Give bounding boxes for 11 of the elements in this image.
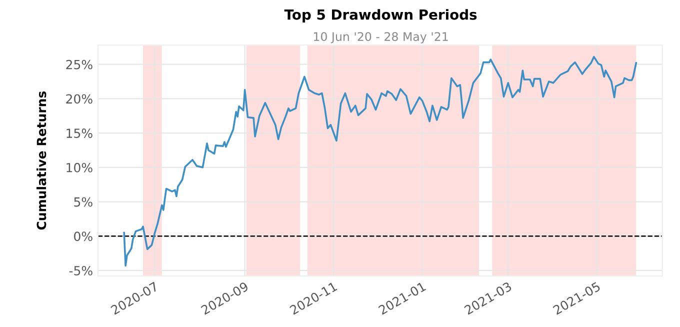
y-tick-label: 20% — [66, 94, 92, 104]
y-tick-label: 15% — [66, 128, 92, 138]
y-axis-title: Cumulative Returns — [36, 91, 46, 230]
chart-subtitle: 10 Jun '20 - 28 May '21 — [314, 32, 448, 44]
line-series — [123, 56, 638, 267]
y-tick-label: 25% — [66, 60, 92, 70]
chart-title: Top 5 Drawdown Periods — [284, 9, 477, 23]
y-tick-label: 5% — [74, 197, 92, 207]
y-tick-label: 0% — [74, 232, 92, 242]
y-tick-label: -5% — [69, 266, 92, 276]
y-tick-label: 10% — [66, 162, 92, 172]
